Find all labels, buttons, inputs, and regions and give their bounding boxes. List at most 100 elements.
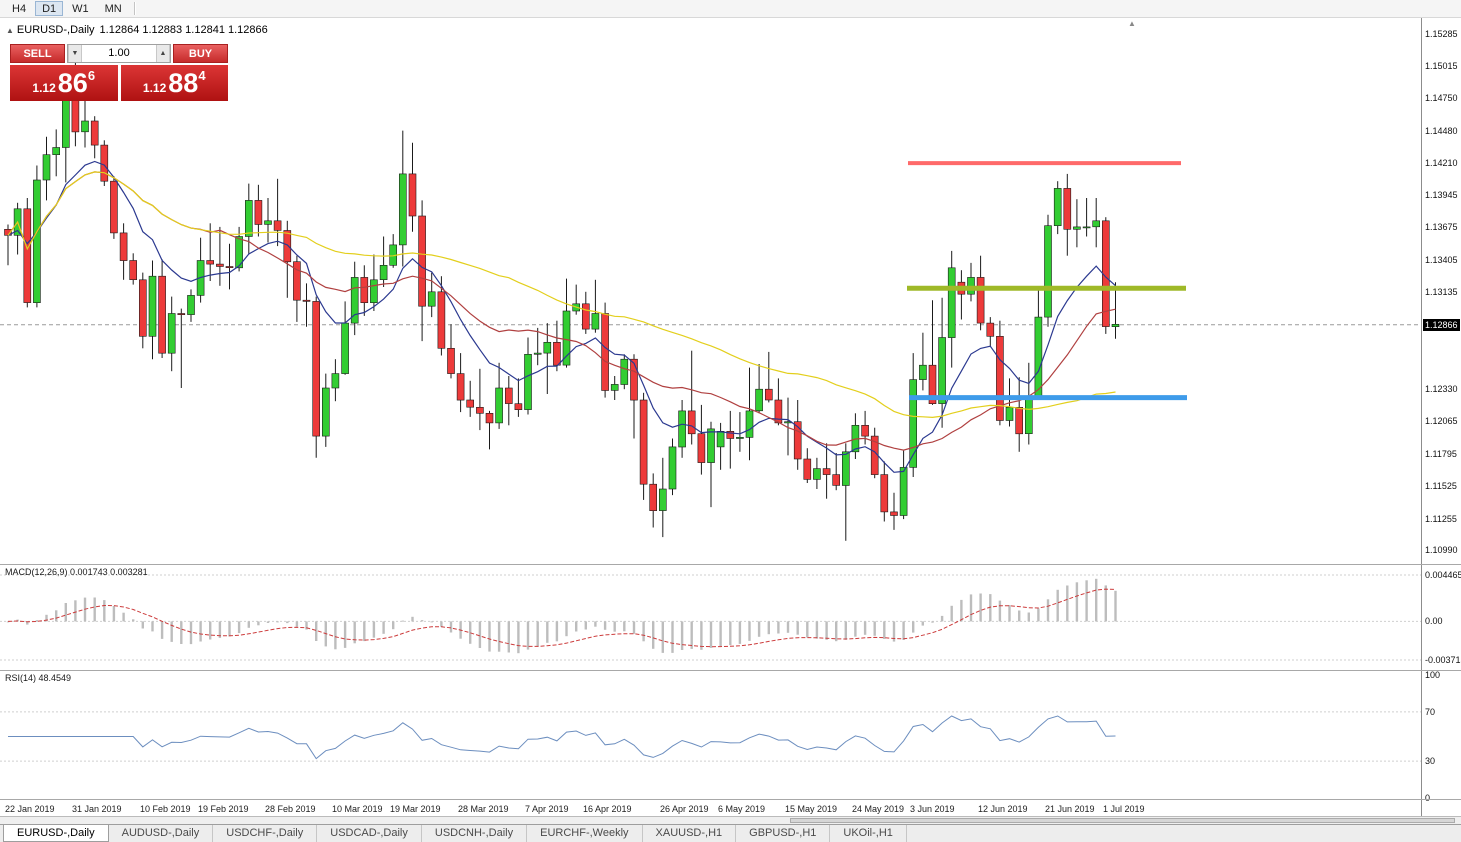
pane-splitter-rsi[interactable] — [0, 670, 1461, 671]
price-axis[interactable]: 1.15285 1.15015 1.14750 1.14480 1.14210 1.139… — [1421, 18, 1461, 816]
sell-price-big: 86 — [57, 68, 88, 98]
price-axis-label: 0 — [1425, 793, 1431, 803]
price-axis-label: 1.14210 — [1425, 158, 1458, 168]
timeframe-button-d1[interactable]: D1 — [35, 1, 64, 16]
date-axis-label: 7 Apr 2019 — [525, 804, 569, 814]
chart-tab-usdchf-daily[interactable]: USDCHF-,Daily — [213, 825, 318, 842]
price-axis-label: 1.12065 — [1425, 416, 1458, 426]
chart-tab-xauusd-h1[interactable]: XAUUSD-,H1 — [643, 825, 737, 842]
chart-tab-audusd-daily[interactable]: AUDUSD-,Daily — [109, 825, 214, 842]
volume-up-button[interactable]: ▲ — [156, 45, 170, 62]
quote-ohlc: 1.12864 1.12883 1.12841 1.12866 — [99, 24, 268, 36]
price-axis-label: 1.13135 — [1425, 287, 1458, 297]
timeframe-button-w1[interactable]: W1 — [65, 1, 96, 16]
chart-plot[interactable] — [0, 18, 1421, 800]
buy-price-button[interactable]: 1.12 88 4 — [120, 65, 228, 101]
pane-splitter-macd[interactable] — [0, 564, 1461, 565]
macd-values: 0.001743 0.003281 — [70, 567, 148, 577]
price-axis-label: 30 — [1425, 756, 1436, 766]
volume-down-button[interactable]: ▼ — [68, 45, 82, 62]
date-axis-label: 24 May 2019 — [852, 804, 905, 814]
chart-quote-line: ▲ EURUSD-,Daily 1.12864 1.12883 1.12841 1.… — [6, 24, 268, 36]
timeframe-toolbar: H4 D1 W1 MN — [0, 0, 1461, 18]
price-axis-label: 1.10990 — [1425, 545, 1458, 555]
price-axis-label: 1.12330 — [1425, 384, 1458, 394]
macd-name: MACD(12,26,9) — [5, 567, 68, 577]
buy-price-big: 88 — [168, 68, 199, 98]
price-axis-label: 1.11255 — [1425, 514, 1457, 524]
price-axis-label: -0.003715 — [1425, 655, 1461, 665]
sell-price-pip: 6 — [87, 68, 96, 83]
rsi-name: RSI(14) — [5, 673, 37, 683]
chart-tab-gbpusd-h1[interactable]: GBPUSD-,H1 — [736, 825, 831, 842]
rsi-label: RSI(14) 48.4549 — [5, 673, 71, 683]
date-axis-label: 19 Mar 2019 — [390, 804, 441, 814]
chart-tab-ukoil-h1[interactable]: UKOil-,H1 — [830, 825, 907, 842]
macd-signal-line — [7, 588, 1116, 648]
candlesticks — [4, 51, 1120, 541]
price-axis-label: 1.13405 — [1425, 255, 1458, 265]
price-axis-label: 100 — [1425, 670, 1441, 680]
chart-tabs-bar: EURUSD-,Daily AUDUSD-,Daily USDCHF-,Daily U… — [0, 824, 1461, 842]
price-axis-label: 1.15285 — [1425, 29, 1458, 39]
date-axis-label: 31 Jan 2019 — [72, 804, 122, 814]
price-axis-label: 1.11795 — [1425, 449, 1457, 459]
date-axis-separator — [0, 799, 1461, 800]
macd-histogram — [6, 578, 1117, 654]
trade-controls-row: SELL ▼ 1.00 ▲ BUY — [10, 44, 228, 63]
date-axis-label: 22 Jan 2019 — [5, 804, 55, 814]
price-axis-label: 1.11525 — [1425, 481, 1457, 491]
price-axis-label: 0.00 — [1425, 616, 1443, 626]
sell-button[interactable]: SELL — [10, 44, 65, 63]
scrollbar-thumb[interactable] — [790, 818, 1455, 823]
price-axis-label: 1.14480 — [1425, 126, 1458, 136]
chart-tab-eurusd-daily[interactable]: EURUSD-,Daily — [3, 825, 109, 842]
toolbar-separator — [133, 2, 136, 15]
date-axis-label: 19 Feb 2019 — [198, 804, 249, 814]
date-axis-label: 21 Jun 2019 — [1045, 804, 1095, 814]
trade-prices-row: 1.12 86 6 1.12 88 4 — [10, 65, 228, 101]
price-axis-label: 1.15015 — [1425, 61, 1458, 71]
price-axis-label: 1.13675 — [1425, 222, 1458, 232]
timeframe-button-h4[interactable]: H4 — [5, 1, 33, 16]
date-axis-label: 10 Feb 2019 — [140, 804, 191, 814]
macd-gridlines — [0, 574, 1421, 661]
buy-button[interactable]: BUY — [173, 44, 228, 63]
chart-tab-eurchf-weekly[interactable]: EURCHF-,Weekly — [527, 825, 643, 842]
one-click-toggle-icon[interactable]: ▲ — [6, 26, 14, 35]
time-axis[interactable]: 22 Jan 2019 31 Jan 2019 10 Feb 2019 19 Feb … — [0, 800, 1421, 816]
date-axis-label: 1 Jul 2019 — [1103, 804, 1145, 814]
chart-shift-icon: ▲ — [1128, 19, 1136, 28]
trend-lines[interactable] — [907, 161, 1187, 401]
symbol-title: EURUSD-,Daily — [16, 24, 95, 36]
price-axis-label: 1.13945 — [1425, 190, 1458, 200]
one-click-trading-panel: SELL ▼ 1.00 ▲ BUY 1.12 86 6 1.12 88 4 — [10, 44, 228, 101]
price-axis-label: 70 — [1425, 707, 1436, 717]
date-axis-label: 16 Apr 2019 — [583, 804, 632, 814]
sell-price-base: 1.12 — [32, 81, 56, 95]
date-axis-label: 28 Feb 2019 — [265, 804, 316, 814]
volume-input[interactable]: 1.00 — [108, 47, 130, 59]
date-axis-label: 15 May 2019 — [785, 804, 838, 814]
chart-window[interactable]: 1.15285 1.15015 1.14750 1.14480 1.14210 1.139… — [0, 18, 1461, 824]
current-price-label: 1.12866 — [1423, 319, 1460, 331]
price-axis-label: 0.004465 — [1425, 570, 1461, 580]
date-axis-label: 6 May 2019 — [718, 804, 766, 814]
sell-price-button[interactable]: 1.12 86 6 — [10, 65, 118, 101]
rsi-value: 48.4549 — [38, 673, 72, 683]
chart-tab-usdcad-daily[interactable]: USDCAD-,Daily — [317, 825, 422, 842]
timeframe-button-mn[interactable]: MN — [98, 1, 129, 16]
ma-lines — [7, 160, 1116, 473]
date-axis-label: 26 Apr 2019 — [660, 804, 709, 814]
date-axis-label: 10 Mar 2019 — [332, 804, 383, 814]
horizontal-scrollbar[interactable] — [0, 816, 1461, 824]
date-axis-label: 3 Jun 2019 — [910, 804, 955, 814]
rsi-gridlines — [0, 711, 1421, 762]
rsi-line — [8, 715, 1116, 760]
chart-tab-usdcnh-daily[interactable]: USDCNH-,Daily — [422, 825, 528, 842]
price-axis-label: 1.14750 — [1425, 93, 1458, 103]
volume-control: ▼ 1.00 ▲ — [67, 44, 171, 63]
date-axis-label: 28 Mar 2019 — [458, 804, 509, 814]
buy-price-base: 1.12 — [142, 81, 167, 95]
